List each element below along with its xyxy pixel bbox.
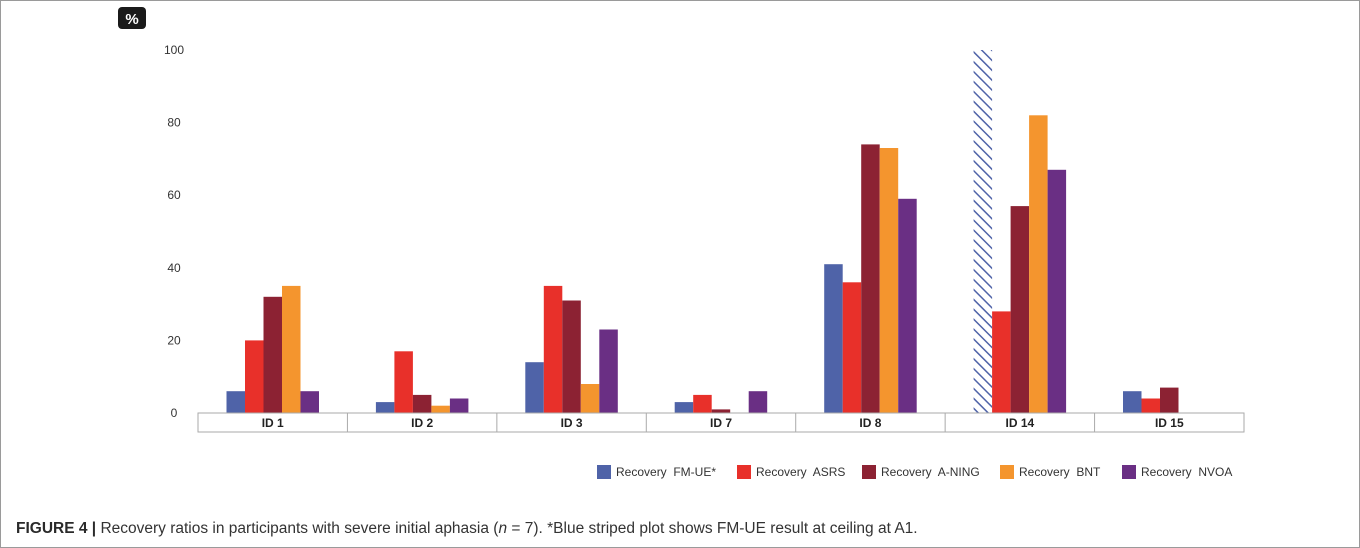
bar [1141, 398, 1160, 413]
bar [412, 394, 432, 413]
bar [580, 384, 600, 413]
bar [300, 391, 319, 413]
bar [992, 311, 1011, 413]
category-label: ID 15 [1155, 416, 1184, 430]
bar [861, 144, 880, 413]
bar [879, 148, 899, 413]
legend-swatch [597, 465, 611, 479]
caption-text-1: Recovery ratios in participants with sev… [96, 520, 499, 537]
unit-label: % [125, 11, 138, 28]
legend-label: Recovery NVOA [1141, 465, 1232, 479]
y-tick-label: 80 [167, 116, 181, 130]
bar [449, 398, 469, 413]
category-label: ID 14 [1006, 416, 1035, 430]
caption-text-2: = 7). *Blue striped plot shows FM-UE res… [507, 520, 918, 537]
y-tick-label: 40 [167, 261, 181, 275]
bar-chart: % 0 20 40 60 80 100 ID 1 ID 2 ID 3 ID 7 ID 8 ID 14… [118, 7, 1245, 479]
bar [543, 285, 563, 413]
bar [394, 351, 413, 413]
y-tick-label: 100 [164, 43, 184, 57]
bar [375, 402, 395, 413]
category-label: ID 1 [262, 416, 284, 430]
unit-badge: % [118, 7, 146, 29]
category-label: ID 2 [411, 416, 433, 430]
bar [226, 391, 245, 413]
legend-swatch [737, 465, 751, 479]
y-axis-ticks: 0 20 40 60 80 100 [164, 43, 184, 420]
bar [674, 402, 694, 413]
bar [282, 285, 301, 413]
legend: Recovery FM-UE* Recovery ASRS Recovery A-N… [597, 465, 1232, 479]
bar [693, 394, 712, 413]
legend-label: Recovery ASRS [756, 465, 845, 479]
caption-n-symbol: n [498, 520, 508, 537]
figure-label: FIGURE 4 | [16, 520, 97, 537]
category-label: ID 3 [561, 416, 583, 430]
bar [1123, 391, 1142, 413]
y-tick-label: 0 [171, 406, 178, 420]
bar [431, 405, 450, 413]
bar [1160, 387, 1179, 413]
bar [263, 296, 282, 413]
category-axis: ID 1 ID 2 ID 3 ID 7 ID 8 ID 14 ID 15 [197, 412, 1245, 433]
bar [748, 391, 768, 413]
category-label: ID 7 [710, 416, 732, 430]
bar [1029, 115, 1048, 414]
legend-label: Recovery BNT [1019, 465, 1101, 479]
bar [525, 362, 544, 413]
bar [711, 409, 731, 413]
y-tick-label: 60 [167, 188, 181, 202]
y-tick-label: 20 [167, 333, 181, 347]
bar [562, 300, 581, 413]
legend-swatch [1122, 465, 1136, 479]
bar [245, 340, 264, 413]
legend-swatch [862, 465, 876, 479]
bar [824, 264, 843, 413]
bar [1047, 169, 1067, 413]
bar [842, 282, 862, 413]
legend-label: Recovery A-NING [881, 465, 980, 479]
legend-swatch [1000, 465, 1014, 479]
category-axis-box [197, 412, 1245, 433]
figure-caption: FIGURE 4 | Recovery ratios in participan… [16, 520, 918, 538]
bar [1010, 206, 1030, 413]
bar [599, 329, 618, 413]
bars-group [226, 50, 1179, 414]
bar-striped [973, 50, 993, 413]
category-label: ID 8 [859, 416, 881, 430]
legend-label: Recovery FM-UE* [616, 465, 716, 479]
bar [898, 198, 917, 413]
